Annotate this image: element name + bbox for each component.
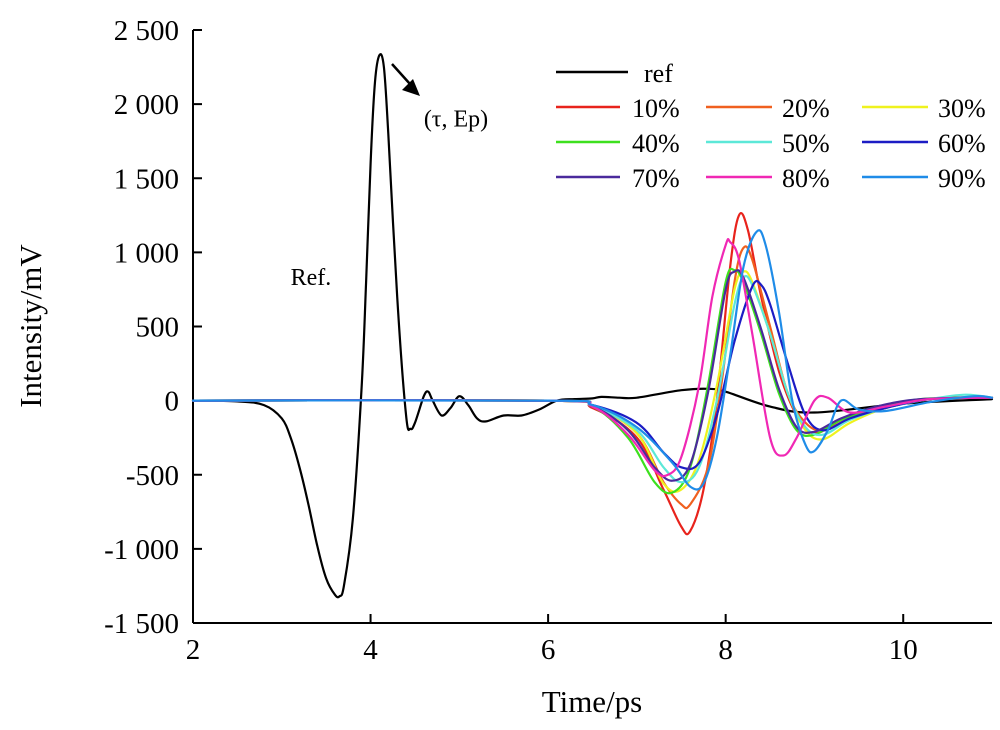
y-tick-label: 2 000: [114, 89, 179, 121]
y-tick-label: 500: [136, 312, 180, 344]
annotation-arrowhead: [402, 79, 420, 96]
series-line-40pct: [191, 267, 994, 495]
y-tick-label: 1 000: [114, 237, 179, 269]
series-line-80pct: [191, 238, 994, 478]
annotation-label: (τ, Ep): [424, 106, 488, 132]
x-axis-title: Time/ps: [542, 684, 643, 719]
y-axis-title: Intensity/mV: [13, 244, 48, 408]
series-group: [191, 53, 994, 599]
x-tick-label: 2: [186, 634, 201, 666]
legend-label: 70%: [632, 164, 680, 193]
axes: [192, 30, 992, 624]
annotation-arrow: [391, 63, 411, 85]
series-line-ref: [191, 53, 994, 599]
series-line-30pct: [191, 270, 994, 493]
legend: ref 10% 20% 30% 40% 50% 60% 70% 80% 90%: [556, 59, 986, 193]
y-tick-label: 0: [165, 386, 180, 418]
legend-label: 90%: [938, 164, 986, 193]
x-tick-label: 10: [889, 634, 918, 666]
legend-label: 50%: [782, 129, 830, 158]
annotations: (τ, Ep) Ref.: [291, 63, 488, 291]
legend-label: 20%: [782, 94, 830, 123]
ticks: -1 500 -1 000 -500 0 500 1 000 1 500 2 000 2 500…: [104, 15, 918, 666]
y-tick-label: -500: [126, 460, 179, 492]
x-tick-label: 4: [363, 634, 378, 666]
legend-label: 40%: [632, 129, 680, 158]
x-tick-label: 8: [718, 634, 733, 666]
series-line-90pct: [191, 229, 994, 491]
y-tick-label: 2 500: [114, 15, 179, 47]
y-tick-label: -1 500: [104, 608, 179, 640]
y-tick-label: 1 500: [114, 163, 179, 195]
series-line-70pct: [191, 269, 994, 482]
series-line-50pct: [191, 274, 994, 484]
legend-label: 80%: [782, 164, 830, 193]
legend-label: ref: [644, 59, 673, 88]
x-tick-label: 6: [541, 634, 556, 666]
legend-label: 60%: [938, 129, 986, 158]
annotation-label: Ref.: [291, 265, 332, 291]
legend-label: 30%: [938, 94, 986, 123]
legend-label: 10%: [632, 94, 680, 123]
y-tick-label: -1 000: [104, 534, 179, 566]
series-line-60pct: [191, 280, 994, 471]
series-line-10pct: [191, 211, 994, 536]
